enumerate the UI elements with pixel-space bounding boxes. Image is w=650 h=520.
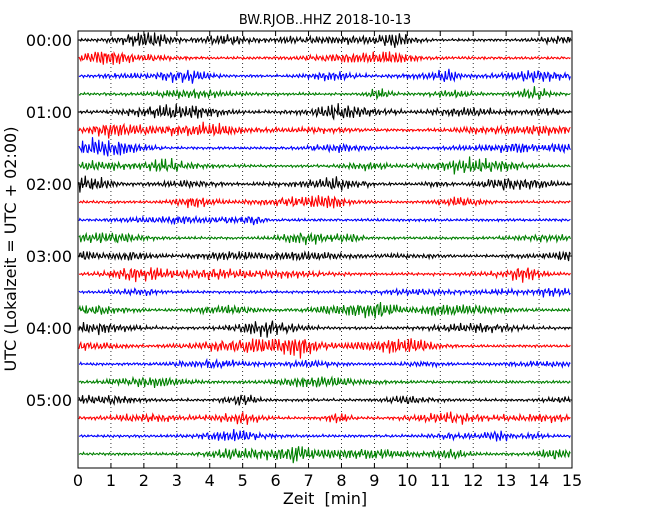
y-axis-label: UTC (Lokalzeit = UTC + 02:00) — [1, 127, 20, 372]
seismic-traces — [78, 32, 571, 464]
x-tick-label-6: 6 — [271, 471, 281, 490]
trace-18 — [78, 357, 571, 370]
x-tick-label-11: 11 — [430, 471, 450, 490]
plot-area — [77, 30, 573, 469]
trace-11 — [78, 231, 571, 246]
trace-12 — [78, 250, 571, 262]
trace-0 — [78, 32, 571, 48]
trace-21 — [78, 410, 571, 425]
chart-title: BW.RJOB..HHZ 2018-10-13 — [239, 13, 411, 28]
trace-16 — [78, 320, 571, 338]
trace-4 — [78, 103, 571, 121]
trace-23 — [78, 446, 571, 464]
trace-14 — [78, 287, 571, 298]
x-tick-label-0: 0 — [73, 471, 83, 490]
y-axis-ticks: 00:00 01:00 02:00 03:00 04:00 05:00 — [26, 31, 572, 410]
trace-2 — [78, 68, 571, 84]
y-tick-label-4: 04:00 — [26, 319, 72, 338]
trace-20 — [78, 394, 571, 406]
y-tick-label-5: 05:00 — [26, 391, 72, 410]
trace-10 — [78, 214, 571, 226]
y-tick-label-0: 00:00 — [26, 31, 72, 50]
trace-19 — [78, 375, 571, 388]
x-tick-label-3: 3 — [172, 471, 182, 490]
trace-9 — [78, 195, 571, 209]
y-tick-label-2: 02:00 — [26, 175, 72, 194]
trace-15 — [78, 301, 571, 319]
x-tick-label-1: 1 — [106, 471, 116, 490]
trace-3 — [78, 86, 571, 101]
y-tick-label-3: 03:00 — [26, 247, 72, 266]
x-tick-label-5: 5 — [238, 471, 248, 490]
x-tick-label-12: 12 — [463, 471, 483, 490]
trace-1 — [78, 51, 571, 65]
trace-7 — [78, 156, 571, 175]
x-tick-label-4: 4 — [205, 471, 215, 490]
x-axis-label: Zeit [min] — [283, 489, 367, 508]
trace-6 — [78, 137, 571, 157]
x-tick-label-14: 14 — [529, 471, 549, 490]
trace-17 — [78, 338, 571, 359]
trace-5 — [78, 121, 571, 139]
x-axis-ticks: 0 1 2 3 4 5 6 7 8 9 10 11 12 13 14 15 — [73, 31, 582, 490]
x-tick-label-8: 8 — [336, 471, 346, 490]
trace-22 — [78, 429, 571, 442]
x-tick-label-9: 9 — [369, 471, 379, 490]
x-tick-label-13: 13 — [496, 471, 516, 490]
x-tick-label-15: 15 — [562, 471, 582, 490]
y-tick-label-1: 01:00 — [26, 103, 72, 122]
x-tick-label-10: 10 — [397, 471, 417, 490]
grid-lines — [110, 31, 540, 468]
x-tick-label-2: 2 — [139, 471, 149, 490]
trace-13 — [78, 267, 571, 283]
x-tick-label-7: 7 — [303, 471, 313, 490]
trace-8 — [78, 175, 571, 193]
